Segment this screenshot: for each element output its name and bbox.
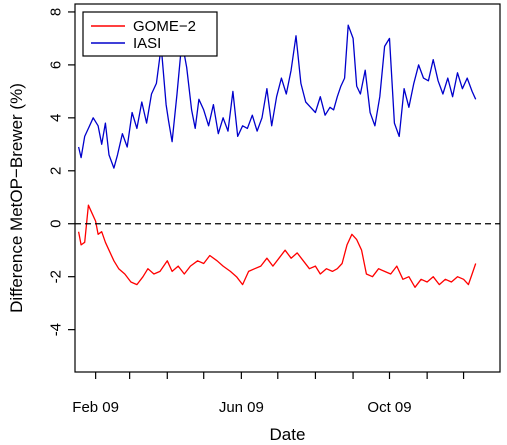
plot-area-frame [74,3,501,373]
series-line-iasi [77,24,477,169]
y-tick-label: 0 [47,220,64,228]
y-axis-title: Difference MetOP−Brewer (%) [7,83,26,313]
series-line-gome2 [77,204,477,288]
legend-label: GOME−2 [133,18,196,35]
y-tick-label: 4 [47,114,64,122]
y-tick-label: 6 [47,61,64,69]
y-tick-label: -4 [47,323,64,336]
series-lines [77,24,477,288]
y-tick-label: 2 [47,167,64,175]
x-axis: Feb 09 Jun 09 Oct 09 [72,372,465,416]
legend-box [82,11,218,57]
x-tick-label: Jun 09 [219,399,264,416]
x-tick-label: Oct 09 [367,399,411,416]
y-tick-label: -2 [47,270,64,283]
legend-label: IASI [133,35,161,52]
y-axis: -4 -2 0 2 4 6 8 [47,8,75,336]
y-tick-label: 8 [47,8,64,16]
x-tick-label: Feb 09 [72,399,119,416]
x-axis-title: Date [270,425,306,444]
